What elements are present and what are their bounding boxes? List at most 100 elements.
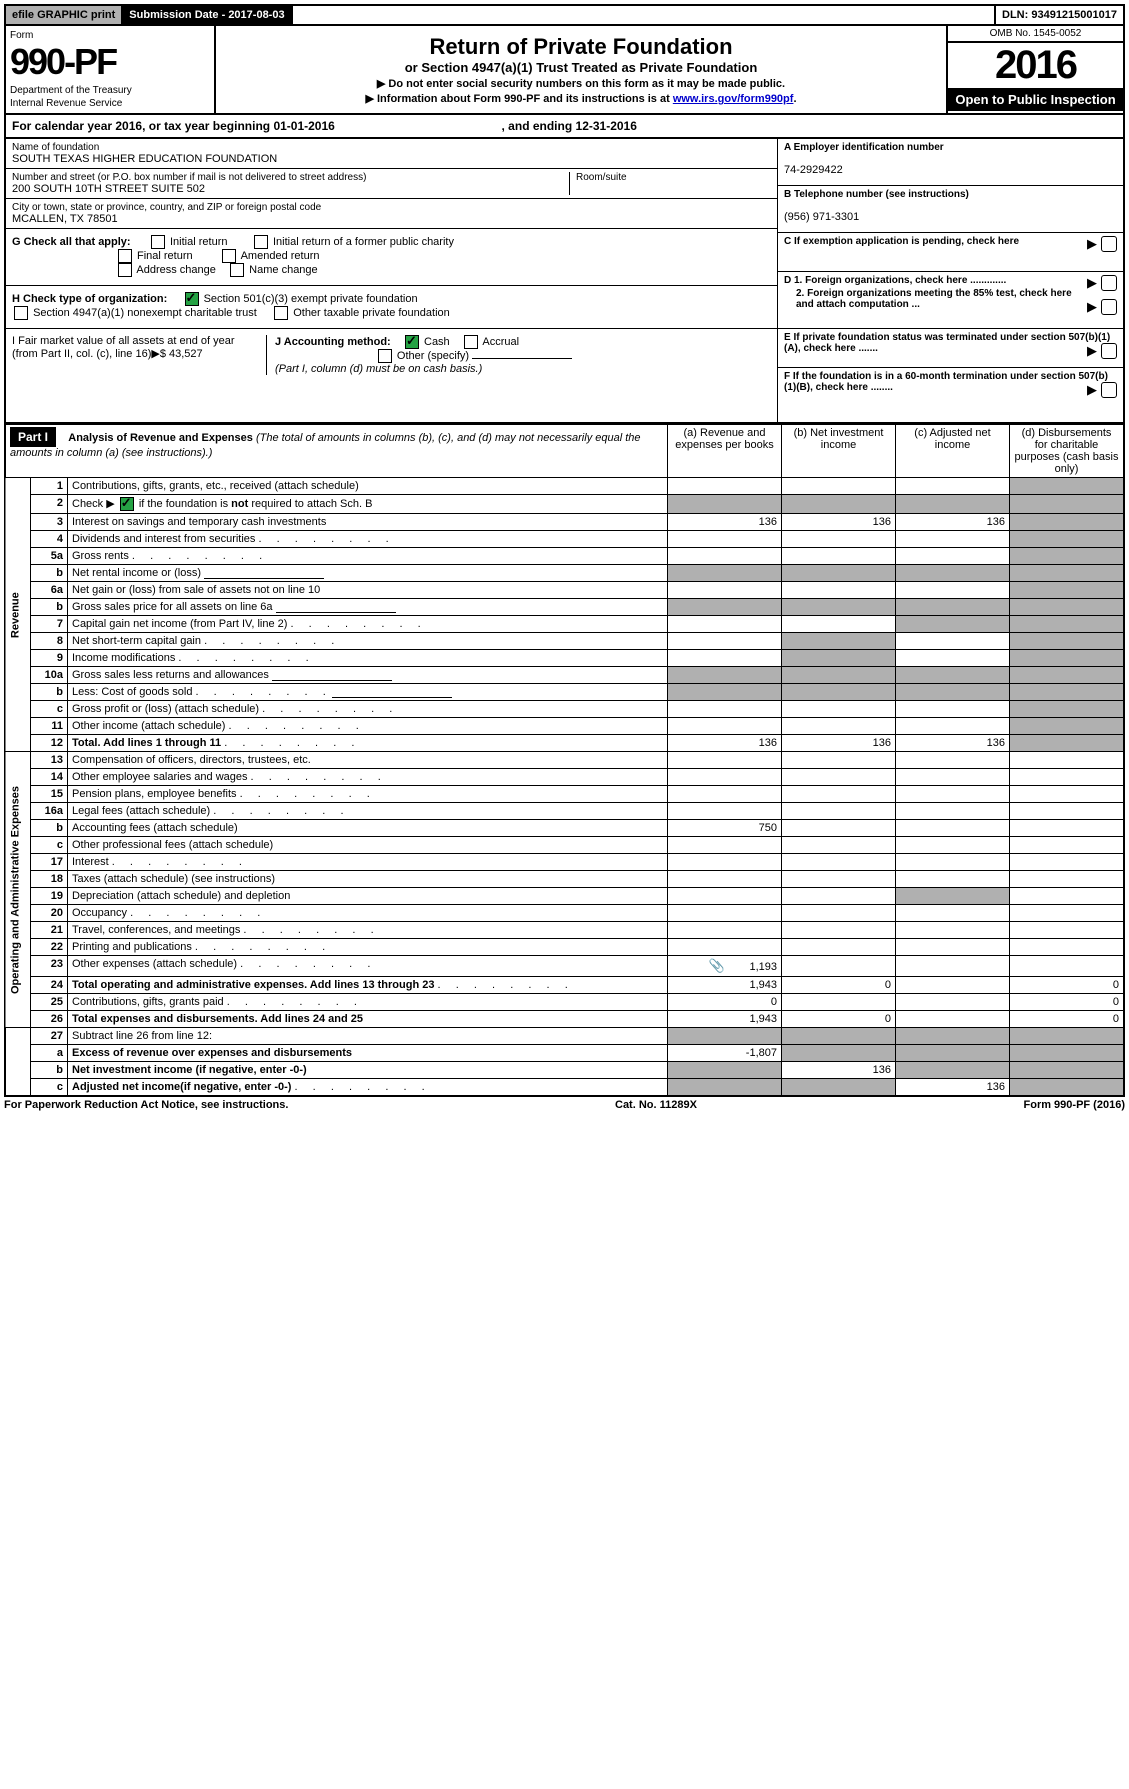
table-row: cOther professional fees (attach schedul… [5,837,1124,854]
amount-cell [668,803,782,820]
footer-left: For Paperwork Reduction Act Notice, see … [4,1099,288,1111]
line-number: 25 [31,994,68,1011]
line-number: 8 [31,633,68,650]
line-number: b [31,1062,68,1079]
part1-badge: Part I [10,427,56,447]
line-number: 17 [31,854,68,871]
amount-cell [1010,939,1125,956]
submission-date: Submission Date - 2017-08-03 [123,6,292,24]
calendar-year-row: For calendar year 2016, or tax year begi… [4,115,1125,139]
table-row: 20Occupancy . . . . . . . . [5,905,1124,922]
amount-cell [668,837,782,854]
line-description: Compensation of officers, directors, tru… [68,752,668,769]
d1-checkbox[interactable] [1101,275,1117,291]
amount-cell [896,650,1010,667]
amount-cell [1010,548,1125,565]
c-label: C If exemption application is pending, c… [784,236,1019,247]
line-number: 11 [31,718,68,735]
amount-cell [668,888,782,905]
other-taxable-checkbox[interactable] [274,306,288,320]
accrual-checkbox[interactable] [464,335,478,349]
amount-cell: 136 [896,735,1010,752]
g-initial-former: Initial return of a former public charit… [273,236,454,248]
amount-cell [1010,531,1125,548]
b-label: B Telephone number (see instructions) [784,189,969,200]
amount-cell [896,1028,1010,1045]
info-block: Name of foundation SOUTH TEXAS HIGHER ED… [4,139,1125,424]
amount-cell: 1,943 [668,977,782,994]
header-center: Return of Private Foundation or Section … [216,26,946,113]
amount-cell [896,769,1010,786]
line-number: 16a [31,803,68,820]
expenses-side-label: Operating and Administrative Expenses [5,752,31,1028]
line-number: 18 [31,871,68,888]
form-word: Form [10,30,210,41]
4947-checkbox[interactable] [14,306,28,320]
final-return-checkbox[interactable] [118,249,132,263]
initial-former-checkbox[interactable] [254,235,268,249]
table-row: 22Printing and publications . . . . . . … [5,939,1124,956]
cal-a: For calendar year 2016, or tax year begi… [12,119,335,133]
other-method-checkbox[interactable] [378,349,392,363]
line-number: 15 [31,786,68,803]
top-spacer [293,6,994,24]
amount-cell [782,854,896,871]
table-row: cAdjusted net income(if negative, enter … [5,1079,1124,1097]
address-change-checkbox[interactable] [118,263,132,277]
amount-cell [896,854,1010,871]
initial-return-checkbox[interactable] [151,235,165,249]
amount-cell: 136 [896,514,1010,531]
amount-cell [896,718,1010,735]
line-description: Total operating and administrative expen… [68,977,668,994]
c-checkbox[interactable] [1101,236,1117,252]
amount-cell [896,888,1010,905]
amount-cell [1010,718,1125,735]
line-description: Net gain or (loss) from sale of assets n… [68,582,668,599]
501c3-checkbox[interactable] [185,292,199,306]
line-description: Other expenses (attach schedule) . . . .… [68,956,668,977]
amount-cell [896,1011,1010,1028]
line-description: Total expenses and disbursements. Add li… [68,1011,668,1028]
name-change-checkbox[interactable] [230,263,244,277]
amount-cell [782,650,896,667]
e-checkbox[interactable] [1101,343,1117,359]
d2-checkbox[interactable] [1101,299,1117,315]
city-cell: City or town, state or province, country… [6,199,777,229]
info-link[interactable]: www.irs.gov/form990pf [673,93,794,105]
amount-cell [896,599,1010,616]
amount-cell [896,582,1010,599]
amount-cell [1010,684,1125,701]
amount-cell [782,905,896,922]
form-subtitle: or Section 4947(a)(1) Trust Treated as P… [220,60,942,75]
header-right: OMB No. 1545-0052 2016 Open to Public In… [946,26,1123,113]
efile-label[interactable]: efile GRAPHIC print [6,6,123,24]
col-d-header: (d) Disbursements for charitable purpose… [1010,425,1125,478]
amount-cell [896,786,1010,803]
table-row: 2Check ▶ if the foundation is not requir… [5,495,1124,514]
line-number: 26 [31,1011,68,1028]
col-a-header: (a) Revenue and expenses per books [668,425,782,478]
amended-return-checkbox[interactable] [222,249,236,263]
table-row: Operating and Administrative Expenses13C… [5,752,1124,769]
amount-cell [896,905,1010,922]
amount-cell [896,531,1010,548]
page-footer: For Paperwork Reduction Act Notice, see … [4,1097,1125,1113]
amount-cell [668,854,782,871]
info-prefix: ▶ Information about Form 990-PF and its … [365,93,672,105]
line-description: Gross sales price for all assets on line… [68,599,668,616]
amount-cell [1010,633,1125,650]
amount-cell [896,548,1010,565]
amount-cell [782,939,896,956]
info-suffix: . [793,93,796,105]
amount-cell [896,820,1010,837]
cash-checkbox[interactable] [405,335,419,349]
amount-cell [782,871,896,888]
f-checkbox[interactable] [1101,382,1117,398]
j-other: Other (specify) [397,350,469,362]
footer-mid: Cat. No. 11289X [615,1099,697,1111]
amount-cell: 0 [782,1011,896,1028]
amount-cell [668,633,782,650]
amount-cell [668,871,782,888]
amount-cell [668,495,782,514]
table-row: 26Total expenses and disbursements. Add … [5,1011,1124,1028]
